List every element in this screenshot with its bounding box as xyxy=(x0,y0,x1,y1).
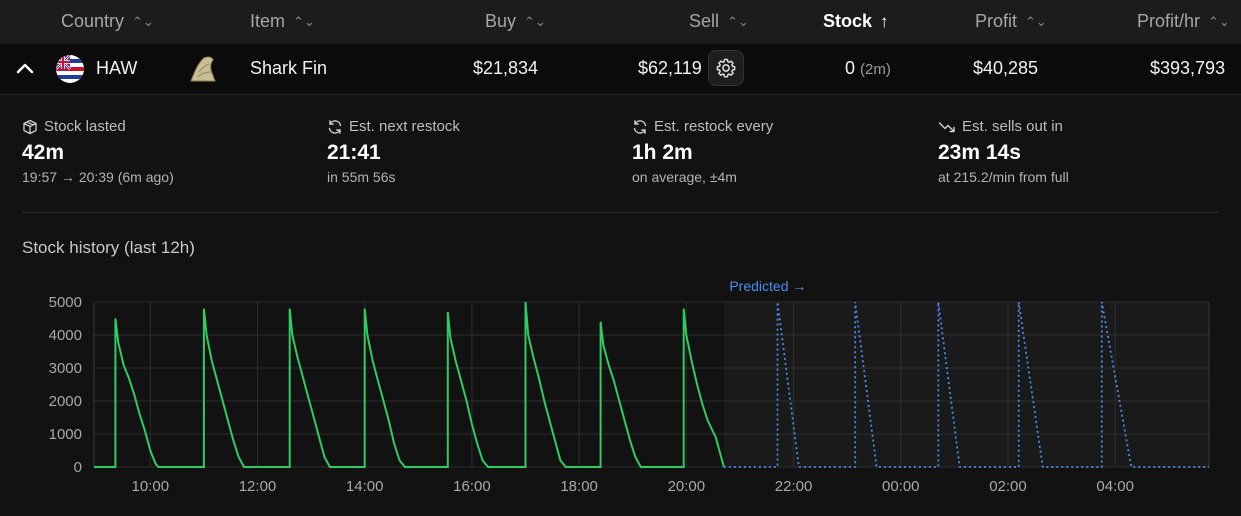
stat-label: Est. sells out in xyxy=(962,118,1063,135)
column-header-buy[interactable]: Buy ⌃⌄ xyxy=(485,11,546,32)
x-tick-label: 10:00 xyxy=(132,478,170,495)
item-name: Shark Fin xyxy=(250,58,328,78)
settings-button[interactable] xyxy=(708,50,744,86)
stat-value: 21:41 xyxy=(327,141,381,164)
chart-title: Stock history (last 12h) xyxy=(22,238,195,257)
refresh-icon xyxy=(633,119,647,134)
sort-icon: ⌃⌄ xyxy=(1025,13,1047,29)
stock-value: 0 xyxy=(845,58,856,78)
stat-subtext: at 215.2/min from full xyxy=(938,169,1069,185)
column-label: Buy xyxy=(485,11,517,31)
buy-price: $21,834 xyxy=(473,58,539,78)
stat-stock-lasted: Stock lasted 42m 19:57 → 20:39 (6m ago) xyxy=(22,118,174,185)
stat-subtext: 19:57 → 20:39 (6m ago) xyxy=(22,169,174,185)
profit-hr-value: $393,793 xyxy=(1150,58,1226,78)
sort-icon: ⌃⌄ xyxy=(727,13,749,29)
sort-icon: ⌃⌄ xyxy=(132,13,154,29)
section-divider xyxy=(22,212,1219,213)
stat-value: 42m xyxy=(22,141,65,164)
stat-next-restock: Est. next restock 21:41 in 55m 56s xyxy=(327,118,460,185)
predicted-stock-line xyxy=(723,301,1209,468)
column-label: Stock xyxy=(823,11,873,31)
stat-value: 1h 2m xyxy=(632,141,693,164)
box-icon xyxy=(23,119,37,134)
sort-icon: ⌃⌄ xyxy=(524,13,546,29)
stat-label: Stock lasted xyxy=(44,118,126,135)
column-label: Country xyxy=(61,11,125,31)
sort-asc-icon: ↑ xyxy=(880,11,889,31)
x-tick-label: 20:00 xyxy=(668,478,706,495)
y-tick-label: 3000 xyxy=(49,360,82,377)
sort-icon: ⌃⌄ xyxy=(1208,13,1230,29)
column-header-stock[interactable]: Stock ↑ xyxy=(823,11,889,32)
y-tick-label: 5000 xyxy=(49,294,82,311)
x-tick-label: 14:00 xyxy=(346,478,384,495)
x-tick-label: 18:00 xyxy=(560,478,598,495)
country-code: HAW xyxy=(96,58,138,78)
y-tick-label: 1000 xyxy=(49,426,82,443)
column-label: Profit/hr xyxy=(1137,11,1201,31)
stat-subtext: on average, ±4m xyxy=(632,169,737,185)
x-tick-label: 00:00 xyxy=(882,478,920,495)
column-label: Sell xyxy=(689,11,720,31)
y-tick-label: 0 xyxy=(74,459,82,476)
x-tick-label: 12:00 xyxy=(239,478,277,495)
column-header-country[interactable]: Country ⌃⌄ xyxy=(61,11,154,32)
stat-label: Est. restock every xyxy=(654,118,774,135)
sort-icon: ⌃⌄ xyxy=(293,13,315,29)
column-header-sell[interactable]: Sell ⌃⌄ xyxy=(689,11,749,32)
x-tick-label: 22:00 xyxy=(775,478,813,495)
shark-fin-image xyxy=(190,56,216,82)
table-row[interactable]: HAW Shark Fin $21,834 $62,119 0 (2m) $40… xyxy=(0,44,1241,95)
sell-price: $62,119 xyxy=(638,58,702,78)
profit-value: $40,285 xyxy=(973,58,1039,78)
x-tick-label: 16:00 xyxy=(453,478,491,495)
stat-restock-every: Est. restock every 1h 2m on average, ±4m xyxy=(632,118,773,185)
y-tick-label: 2000 xyxy=(49,393,82,410)
stock-age: (2m) xyxy=(860,61,891,78)
trend-down-icon xyxy=(938,121,955,132)
refresh-icon xyxy=(328,119,342,134)
column-label: Profit xyxy=(975,11,1018,31)
stat-subtext: in 55m 56s xyxy=(327,169,396,185)
stat-label: Est. next restock xyxy=(349,118,460,135)
column-header-profit-hr[interactable]: Profit/hr ⌃⌄ xyxy=(1137,11,1230,32)
stock-history-chart: 0 1000 2000 3000 4000 5000 10:00 12:00 14:00 16:0… xyxy=(49,278,1210,495)
predicted-annotation: Predicted → xyxy=(729,278,806,294)
column-label: Item xyxy=(250,11,286,31)
stat-value: 23m 14s xyxy=(938,141,1021,164)
stock-cell: 0 (2m) xyxy=(845,58,891,79)
stat-sells-out: Est. sells out in 23m 14s at 215.2/min f… xyxy=(938,118,1069,185)
gear-icon xyxy=(716,58,736,78)
column-header-item[interactable]: Item ⌃⌄ xyxy=(250,11,315,32)
predicted-region xyxy=(723,302,1209,467)
chevron-up-icon[interactable] xyxy=(14,58,36,80)
table-header: Country ⌃⌄ Item ⌃⌄ Buy ⌃⌄ Sell ⌃⌄ Stock … xyxy=(0,0,1241,44)
x-tick-label: 02:00 xyxy=(989,478,1027,495)
y-tick-label: 4000 xyxy=(49,327,82,344)
actual-stock-line xyxy=(94,301,725,468)
x-tick-label: 04:00 xyxy=(1096,478,1134,495)
column-header-profit[interactable]: Profit ⌃⌄ xyxy=(975,11,1047,32)
hawaii-flag-icon xyxy=(56,55,84,83)
